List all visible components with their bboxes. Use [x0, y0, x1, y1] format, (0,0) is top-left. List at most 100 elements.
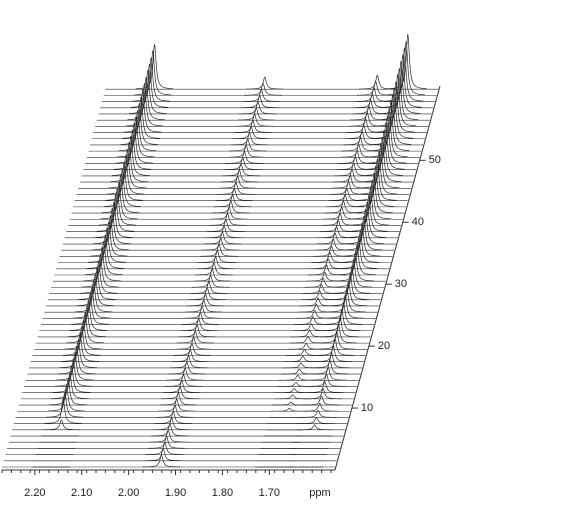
peak	[79, 260, 118, 294]
peak	[358, 158, 397, 201]
peak	[307, 264, 346, 276]
peak	[312, 245, 351, 257]
peak	[83, 247, 121, 282]
peak	[300, 290, 339, 301]
z-tick-label: 50	[429, 154, 441, 166]
peak	[110, 142, 148, 183]
peak	[287, 342, 325, 350]
peak	[130, 63, 169, 108]
peak	[282, 362, 320, 369]
peak	[113, 129, 152, 170]
x-tick-label: 1.80	[212, 487, 233, 499]
peak	[300, 402, 339, 412]
peak	[78, 267, 116, 300]
peak	[277, 382, 315, 387]
peak	[74, 280, 113, 313]
peak	[129, 69, 167, 114]
peak	[317, 226, 356, 239]
peak	[361, 144, 400, 189]
peak	[270, 407, 309, 412]
peak	[272, 401, 310, 406]
peak	[334, 258, 373, 288]
peak	[377, 81, 415, 133]
peak	[302, 395, 341, 406]
peak	[118, 110, 157, 152]
peak	[278, 374, 317, 381]
x-axis-label: ppm	[309, 487, 330, 499]
peak	[375, 87, 414, 139]
peak	[57, 344, 96, 375]
peak	[90, 221, 128, 257]
peak	[382, 60, 420, 114]
peak	[108, 149, 147, 189]
peak	[363, 137, 402, 182]
peak	[93, 207, 131, 245]
peak	[365, 129, 403, 176]
peak	[49, 377, 87, 406]
peak	[319, 220, 358, 232]
peak	[84, 240, 123, 276]
x-tick-label: 1.70	[259, 487, 280, 499]
x-tick-label: 2.20	[24, 487, 45, 499]
x-tick-label: 2.00	[118, 487, 139, 499]
peak	[122, 96, 160, 139]
peak	[62, 325, 101, 356]
peak	[355, 172, 393, 214]
peak	[331, 272, 370, 300]
peak	[295, 424, 334, 431]
peak	[101, 174, 140, 214]
peak	[387, 41, 425, 96]
peak	[389, 34, 427, 89]
peak	[351, 187, 390, 226]
peak	[341, 230, 380, 263]
peak	[66, 311, 104, 344]
peak	[306, 381, 344, 393]
peak	[127, 77, 165, 121]
peak	[336, 250, 375, 282]
peak	[132, 57, 170, 102]
z-tick-label: 10	[361, 402, 373, 414]
peak	[273, 394, 312, 400]
peak	[297, 417, 336, 424]
peak	[86, 234, 125, 269]
peak	[64, 318, 103, 350]
peak	[326, 294, 364, 319]
x-tick-label: 2.10	[71, 487, 92, 499]
peak	[280, 368, 319, 375]
peak	[81, 254, 120, 288]
peak	[380, 68, 419, 120]
peak	[295, 309, 334, 319]
peak	[328, 287, 366, 313]
peak	[346, 208, 385, 245]
peak	[348, 201, 386, 238]
peak	[306, 271, 344, 282]
peak	[103, 168, 142, 207]
peak	[56, 351, 94, 381]
peak	[311, 252, 349, 263]
peak	[385, 47, 424, 102]
peak	[367, 122, 405, 170]
peak	[383, 54, 422, 108]
peak	[307, 373, 346, 387]
z-tick-label: 30	[395, 278, 407, 290]
peak	[106, 155, 145, 195]
peak	[285, 349, 324, 356]
peak	[112, 135, 150, 176]
peak	[284, 355, 322, 362]
peak	[275, 388, 314, 393]
peak	[370, 108, 408, 158]
peak	[47, 384, 86, 412]
peak	[120, 102, 159, 145]
peak	[117, 116, 155, 158]
peak	[51, 371, 89, 399]
peak	[304, 277, 342, 288]
peak	[134, 50, 172, 96]
peak	[59, 338, 98, 368]
peak	[42, 419, 81, 431]
peak	[304, 388, 342, 400]
peak	[302, 284, 341, 294]
peak	[299, 297, 337, 307]
peak	[309, 258, 347, 270]
peak	[345, 216, 383, 251]
